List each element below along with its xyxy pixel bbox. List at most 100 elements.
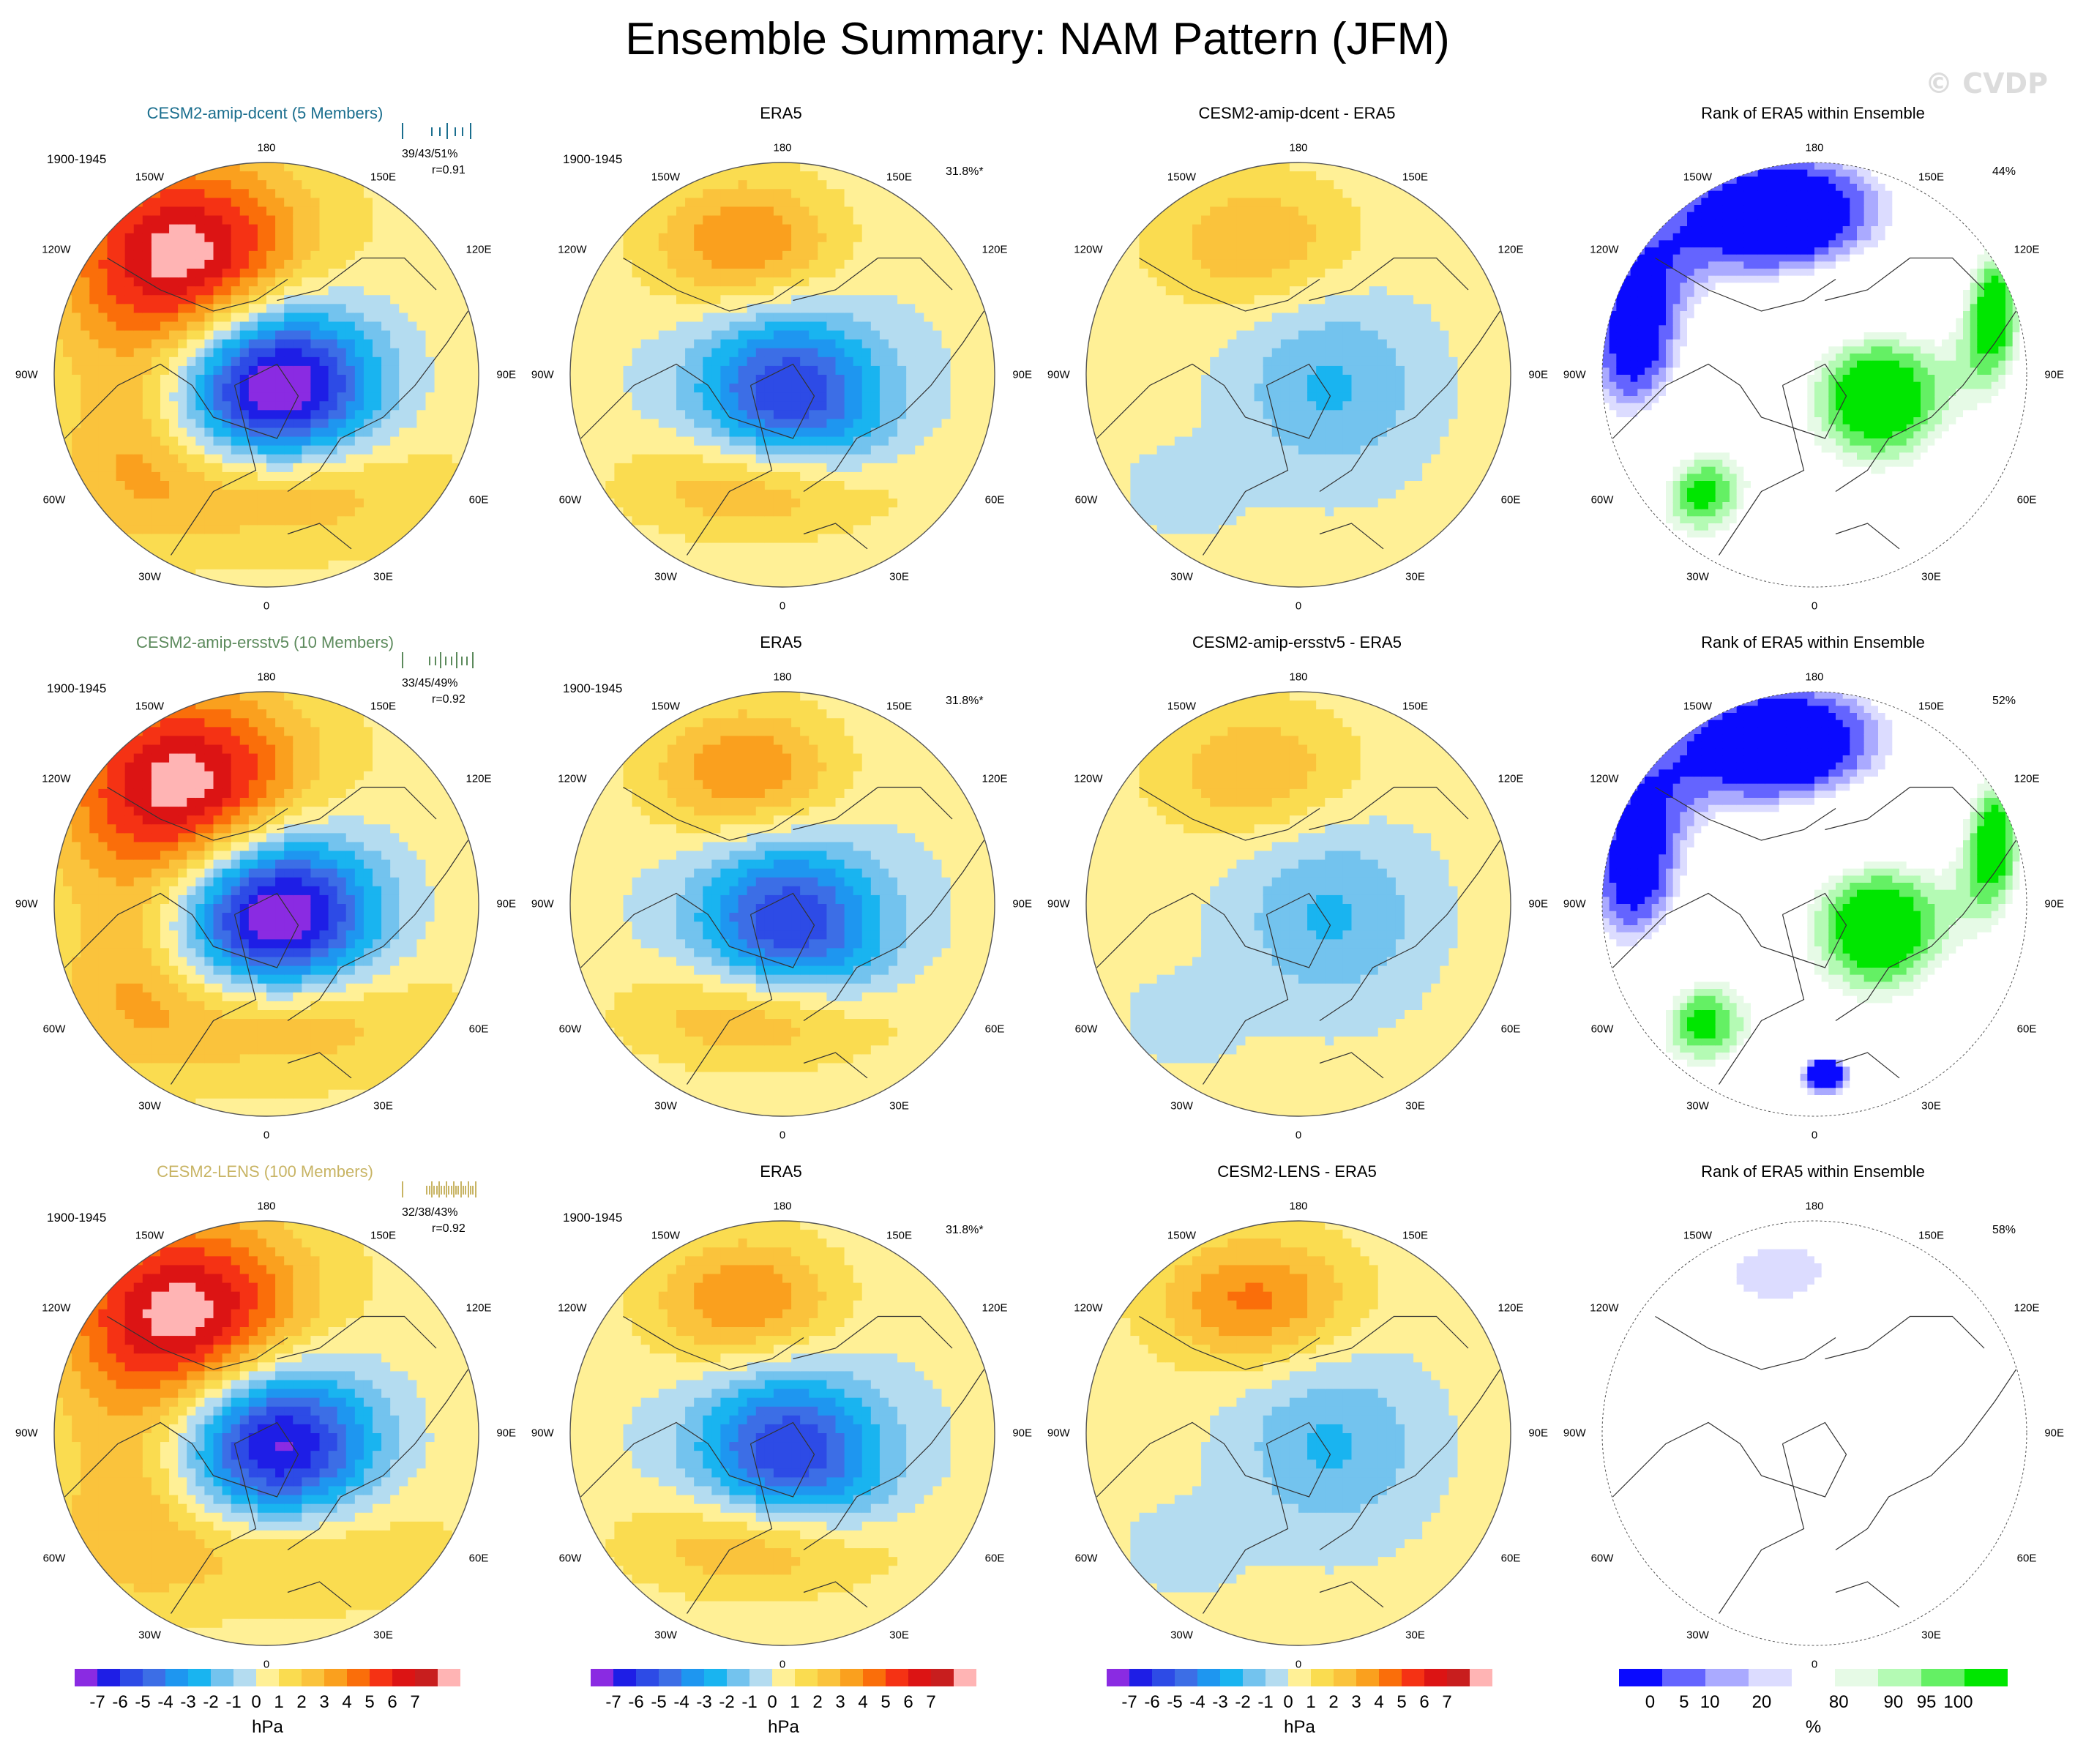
field-cell: [223, 225, 232, 234]
field-cell: [597, 401, 606, 411]
field-cell: [906, 498, 916, 508]
field-cell: [266, 419, 276, 428]
field-cell: [880, 410, 889, 419]
field-cell: [89, 304, 99, 313]
field-cell: [1290, 331, 1299, 340]
field-cell: [310, 206, 320, 216]
field-cell: [1236, 286, 1246, 296]
field-cell: [152, 331, 161, 340]
field-cell: [390, 455, 400, 464]
field-cell: [195, 180, 205, 190]
field-cell: [676, 269, 686, 278]
field-cell: [739, 225, 748, 234]
field-cell: [1130, 472, 1140, 482]
field-cell: [1290, 490, 1299, 499]
field-cell: [730, 392, 739, 402]
field-cell: [1175, 260, 1184, 269]
figure-title: Ensemble Summary: NAM Pattern (JFM): [0, 13, 2075, 65]
field-cell: [756, 286, 766, 296]
field-cell: [1298, 340, 1308, 349]
field-cell: [302, 180, 311, 190]
field-cell: [924, 322, 933, 332]
field-cell: [730, 348, 739, 358]
field-cell: [730, 534, 739, 544]
field-cell: [187, 331, 196, 340]
field-cell: [275, 543, 285, 553]
field-cell: [1255, 507, 1264, 517]
field-cell: [650, 525, 659, 534]
field-cell: [178, 286, 187, 296]
field-cell: [1307, 286, 1317, 296]
field-cell: [1272, 206, 1282, 216]
field-cell: [668, 490, 677, 499]
field-cell: [116, 419, 126, 428]
field-cell: [960, 392, 969, 402]
field-cell: [329, 233, 338, 243]
field-cell: [1236, 561, 1246, 570]
field-cell: [800, 569, 810, 579]
field-cell: [1263, 295, 1273, 304]
field-cell: [1272, 225, 1282, 234]
field-cell: [906, 375, 916, 384]
field-cell: [889, 437, 898, 446]
field-cell: [711, 348, 721, 358]
field-cell: [1148, 392, 1158, 402]
field-cell: [125, 216, 135, 225]
field-cell: [703, 507, 712, 517]
field-cell: [231, 428, 241, 438]
field-cell: [1281, 322, 1290, 332]
field-cell: [240, 516, 250, 526]
field-cell: [1316, 286, 1326, 296]
field-cell: [889, 260, 898, 269]
field-cell: [346, 322, 356, 332]
field-cell: [293, 269, 302, 278]
field-cell: [125, 357, 135, 367]
field-cell: [791, 340, 801, 349]
field-cell: [337, 304, 347, 313]
field-cell: [1219, 463, 1228, 473]
field-cell: [108, 295, 117, 304]
field-cell: [63, 322, 72, 332]
field-cell: [765, 242, 774, 252]
field-cell: [676, 331, 686, 340]
field-cell: [756, 463, 766, 473]
field-cell: [845, 552, 854, 561]
field-cell: [320, 543, 329, 553]
field-cell: [1290, 446, 1299, 455]
field-cell: [390, 295, 400, 304]
field-cell: [214, 455, 223, 464]
field-cell: [800, 198, 810, 207]
field-cell: [1281, 242, 1290, 252]
field-cell: [818, 392, 827, 402]
field-cell: [720, 198, 730, 207]
field-cell: [906, 251, 916, 261]
field-cell: [871, 277, 881, 287]
field-cell: [1263, 525, 1273, 534]
field-cell: [845, 251, 854, 261]
field-cell: [765, 304, 774, 313]
field-cell: [1219, 180, 1228, 190]
field-cell: [266, 375, 276, 384]
field-cell: [845, 498, 854, 508]
field-cell: [1157, 455, 1167, 464]
field-cell: [765, 189, 774, 198]
field-cell: [676, 534, 686, 544]
field-cell: [160, 401, 170, 411]
field-cell: [711, 463, 721, 473]
field-cell: [641, 472, 651, 482]
field-cell: [1219, 216, 1228, 225]
field-cell: [800, 455, 810, 464]
field-cell: [624, 375, 633, 384]
field-cell: [774, 171, 783, 181]
field-cell: [1325, 348, 1334, 358]
field-cell: [1166, 225, 1175, 234]
field-cell: [125, 260, 135, 269]
field-cell: [266, 260, 276, 269]
field-cell: [1246, 206, 1255, 216]
field-cell: [1201, 463, 1211, 473]
field-cell: [240, 206, 250, 216]
field-cell: [108, 242, 117, 252]
field-cell: [605, 357, 615, 367]
member-tick: [446, 123, 448, 139]
field-cell: [765, 357, 774, 367]
